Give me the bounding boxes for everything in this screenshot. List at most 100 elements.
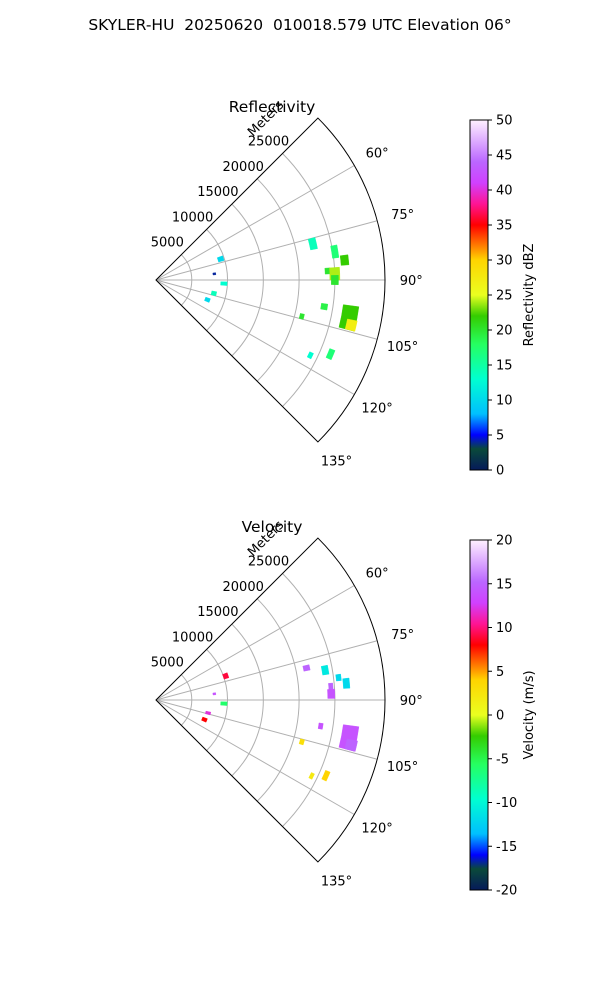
range-tick-label: 20000 bbox=[223, 160, 264, 175]
echo-cell bbox=[302, 664, 311, 672]
colorbar-tick-label: 10 bbox=[496, 621, 513, 636]
azimuth-tick-label: 60° bbox=[366, 566, 389, 581]
azimuth-spoke bbox=[155, 699, 355, 815]
colorbar-tick-label: 40 bbox=[496, 184, 513, 199]
velocity-range-tick-labels: 5000 10000 15000 20000 25000 bbox=[151, 555, 289, 671]
sector-outline bbox=[155, 117, 386, 443]
echo-cell bbox=[342, 677, 351, 689]
velocity-colorbar-label: Velocity (m/s) bbox=[522, 670, 537, 759]
sector-outline bbox=[155, 537, 386, 863]
colorbar-tick-label: 20 bbox=[496, 534, 513, 549]
range-tick-label: 15000 bbox=[197, 605, 238, 620]
reflectivity-sector-frame bbox=[155, 117, 386, 443]
azimuth-tick-label: 105° bbox=[387, 760, 418, 775]
range-tick-label: 20000 bbox=[223, 580, 264, 595]
echo-cell bbox=[321, 769, 331, 782]
colorbar-gradient bbox=[469, 539, 489, 891]
echo-cell bbox=[327, 688, 336, 699]
echo-cell bbox=[339, 254, 350, 266]
azimuth-spoke bbox=[155, 220, 378, 281]
colorbar-tick-label: 20 bbox=[496, 324, 513, 339]
velocity-colorbar: -20 -15 -10 -5 0 5 10 15 20 bbox=[469, 534, 517, 899]
velocity-panel-title: Velocity bbox=[242, 518, 303, 536]
colorbar-tick-label: 5 bbox=[496, 429, 504, 444]
azimuth-spoke bbox=[155, 699, 378, 760]
echo-cell bbox=[220, 281, 228, 286]
reflectivity-range-tick-labels: 5000 10000 15000 20000 25000 bbox=[151, 135, 289, 251]
reflectivity-azimuth-tick-labels: 60° 75° 90° 105° 120° 135° bbox=[321, 146, 423, 469]
echo-cell bbox=[320, 664, 330, 676]
echo-cell bbox=[320, 303, 329, 311]
colorbar-tick-label: 0 bbox=[496, 709, 504, 724]
velocity-azimuth-tick-labels: 60° 75° 90° 105° 120° 135° bbox=[321, 566, 423, 889]
reflectivity-panel: Reflectivity 5000 10000 15000 20000 25000 60… bbox=[151, 98, 537, 479]
colorbar-tick-label: 25 bbox=[496, 289, 513, 304]
echo-cell bbox=[306, 351, 314, 360]
reflectivity-polar-grid bbox=[155, 153, 385, 443]
azimuth-tick-label: 90° bbox=[400, 274, 423, 289]
colorbar-tick-label: 15 bbox=[496, 359, 513, 374]
echo-cell bbox=[201, 716, 208, 723]
range-tick-label: 25000 bbox=[248, 555, 289, 570]
range-tick-label: 5000 bbox=[151, 656, 184, 671]
echo-cell bbox=[212, 692, 217, 696]
echo-cell bbox=[222, 672, 230, 680]
azimuth-tick-label: 60° bbox=[366, 146, 389, 161]
echo-cell bbox=[325, 348, 336, 361]
velocity-sector-frame bbox=[155, 537, 386, 863]
reflectivity-panel-title: Reflectivity bbox=[229, 98, 316, 116]
reflectivity-echoes bbox=[204, 237, 360, 361]
colorbar-tick-label: -20 bbox=[496, 884, 517, 899]
azimuth-spoke bbox=[155, 279, 355, 395]
azimuth-spoke bbox=[155, 585, 355, 701]
echo-cell bbox=[331, 275, 339, 285]
colorbar-tick-label: 10 bbox=[496, 394, 513, 409]
echo-cell bbox=[308, 772, 315, 780]
echo-cell bbox=[205, 710, 212, 716]
range-tick-label: 10000 bbox=[172, 210, 213, 225]
figure-title: SKYLER-HU 20250620 010018.579 UTC Elevat… bbox=[88, 16, 512, 34]
range-tick-label: 15000 bbox=[197, 185, 238, 200]
echo-cell bbox=[210, 290, 217, 297]
reflectivity-colorbar-label: Reflectivity dBZ bbox=[522, 244, 537, 347]
colorbar-tick-label: -5 bbox=[496, 752, 509, 767]
reflectivity-colorbar: 0 5 10 15 20 25 30 35 40 45 50 bbox=[469, 114, 513, 479]
echo-cell bbox=[298, 738, 305, 746]
velocity-echoes bbox=[201, 664, 360, 782]
range-tick-label: 5000 bbox=[151, 236, 184, 251]
echo-cell bbox=[216, 255, 225, 263]
colorbar-tick-label: 0 bbox=[496, 464, 504, 479]
range-tick-label: 10000 bbox=[172, 630, 213, 645]
velocity-polar-grid bbox=[155, 573, 385, 863]
azimuth-spoke bbox=[155, 165, 355, 281]
azimuth-tick-label: 120° bbox=[361, 402, 392, 417]
echo-cell bbox=[307, 237, 318, 251]
colorbar-tick-label: 35 bbox=[496, 219, 513, 234]
azimuth-spoke bbox=[155, 640, 378, 701]
azimuth-spoke bbox=[155, 279, 378, 340]
colorbar-tick-label: 30 bbox=[496, 254, 513, 269]
colorbar-tick-label: -10 bbox=[496, 796, 517, 811]
echo-cell bbox=[317, 722, 324, 730]
echo-cell bbox=[330, 244, 340, 259]
echo-cell bbox=[220, 701, 228, 706]
azimuth-tick-label: 90° bbox=[400, 694, 423, 709]
colorbar-tick-label: 50 bbox=[496, 114, 513, 129]
colorbar-tick-label: 45 bbox=[496, 149, 513, 164]
range-tick-label: 25000 bbox=[248, 135, 289, 150]
velocity-panel: Velocity 5000 10000 15000 20000 25000 60° 75°… bbox=[151, 518, 537, 899]
colorbar-tick-label: 5 bbox=[496, 665, 504, 680]
colorbar-tick-label: -15 bbox=[496, 840, 517, 855]
echo-cell bbox=[204, 296, 211, 303]
echo-cell bbox=[344, 318, 358, 332]
colorbar-tick-label: 15 bbox=[496, 577, 513, 592]
azimuth-tick-label: 135° bbox=[321, 875, 352, 890]
echo-cell bbox=[344, 738, 358, 752]
echo-cell bbox=[298, 313, 305, 320]
azimuth-tick-label: 120° bbox=[361, 822, 392, 837]
azimuth-tick-label: 135° bbox=[321, 455, 352, 470]
colorbar-gradient bbox=[469, 119, 489, 471]
azimuth-tick-label: 75° bbox=[391, 208, 414, 223]
echo-cell bbox=[335, 673, 342, 682]
